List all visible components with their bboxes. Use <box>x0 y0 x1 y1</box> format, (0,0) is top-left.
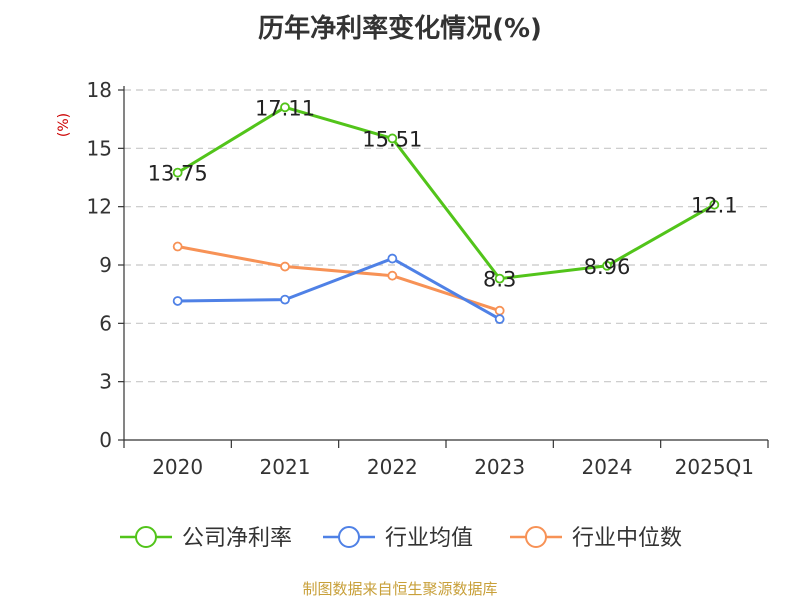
data-point <box>280 102 290 113</box>
x-tick-label: 2023 <box>474 455 525 479</box>
y-tick-label: 18 <box>87 78 112 102</box>
data-point <box>494 273 505 284</box>
data-label: 13.75 <box>148 162 208 186</box>
data-source: 制图数据来自恒生聚源数据库 <box>302 580 498 598</box>
data-point <box>387 253 398 264</box>
data-point <box>387 133 398 144</box>
data-point <box>172 167 183 178</box>
legend-marker <box>135 526 157 548</box>
chart-title: 历年净利率变化情况(%) <box>258 14 542 44</box>
legend-label: 公司净利率 <box>182 526 292 551</box>
y-tick-label: 15 <box>87 136 112 160</box>
series-line-1 <box>176 105 716 281</box>
data-label: 8.3 <box>483 268 516 292</box>
data-point <box>602 260 612 271</box>
data-point <box>494 305 505 316</box>
data-point <box>494 314 505 324</box>
y-tick-label: 12 <box>87 195 112 219</box>
x-tick-label: 2021 <box>260 455 311 479</box>
series-line-2 <box>177 257 501 321</box>
legend-marker <box>525 526 547 548</box>
x-tick-label: 2020 <box>152 455 203 479</box>
y-tick-label: 0 <box>99 428 112 452</box>
data-point <box>280 294 290 305</box>
data-label: 12.1 <box>691 194 738 218</box>
data-point <box>172 241 183 252</box>
data-label: 17.11 <box>255 96 315 120</box>
data-point <box>709 199 720 210</box>
data-point <box>172 296 183 306</box>
legend-label: 行业中位数 <box>572 526 682 551</box>
series-line-3 <box>177 245 501 313</box>
axes: 0 3 6 9 12 15 18 2020 2021 2022 2023 2024 2025Q1 <box>87 78 769 479</box>
x-tick-label: 2022 <box>367 455 418 479</box>
legend: 公司净利率 行业均值 行业中位数 <box>120 526 682 551</box>
x-tick-label: 2024 <box>582 455 633 479</box>
legend-label: 行业均值 <box>385 526 473 551</box>
gridlines <box>124 89 768 383</box>
y-tick-label: 9 <box>99 253 112 277</box>
data-label: 8.96 <box>584 255 631 279</box>
data-label: 15.51 <box>362 127 422 151</box>
series-lines <box>172 102 720 324</box>
x-tick-label: 2025Q1 <box>675 455 754 479</box>
legend-marker <box>338 526 360 548</box>
data-labels: 13.75 17.11 15.51 8.3 8.96 12.1 <box>148 96 738 291</box>
y-tick-label: 6 <box>99 311 112 335</box>
y-axis-unit: (%) <box>56 113 72 137</box>
data-point <box>280 261 290 272</box>
y-tick-label: 3 <box>99 370 112 394</box>
data-point <box>387 270 398 281</box>
